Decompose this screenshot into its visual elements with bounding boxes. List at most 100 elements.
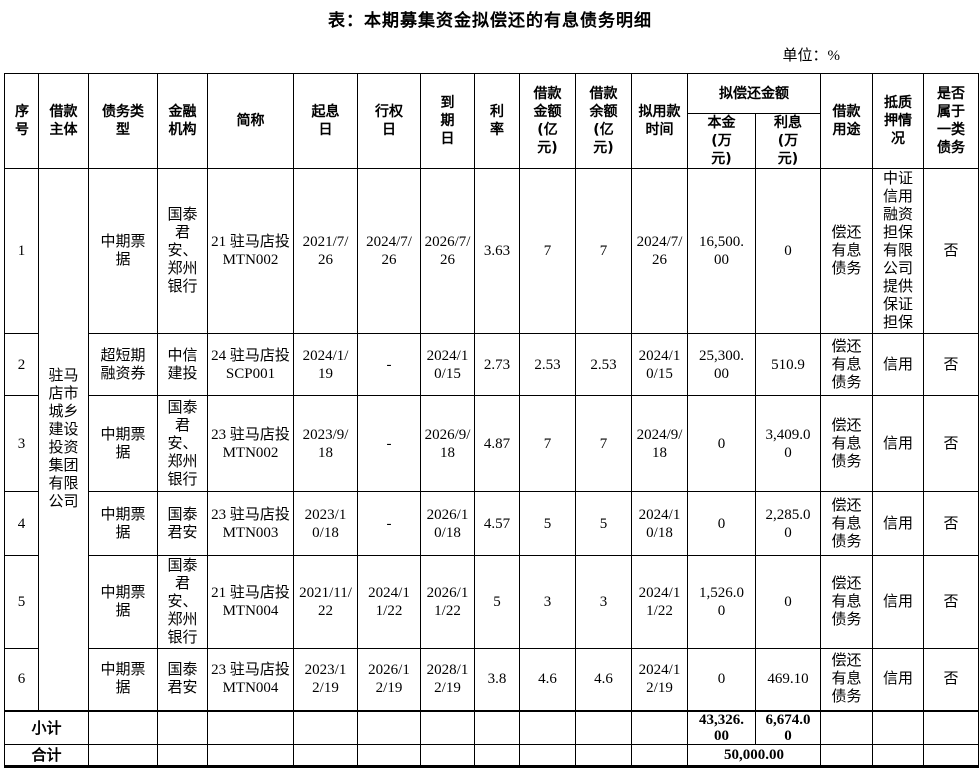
cell-is_class_one: 否 [923, 168, 979, 334]
cell-principal: 0 [687, 491, 756, 556]
empty-cell [157, 709, 208, 745]
cell-loan_balance: 5 [575, 491, 632, 556]
empty-cell [575, 709, 632, 745]
page-title: 表：本期募集资金拟偿还的有息债务明细 [328, 11, 652, 31]
table-row: 3 中期票据 国泰君安、郑州银行 23 驻马店投 MTN002 2023/9/18-20… [4, 395, 979, 492]
cell-planned_use_time: 2024/12/19 [631, 648, 688, 711]
empty-cell [293, 709, 358, 745]
cell-collateral: 信用 [872, 395, 924, 492]
empty-cell [357, 709, 421, 745]
cell-planned_use_time: 2024/10/15 [631, 333, 688, 396]
empty-cell [88, 743, 158, 768]
header-interest: 利息(万元) [755, 113, 821, 169]
cell-exercise_date: 2026/12/19 [357, 648, 421, 711]
table-row: 2 超短期融资券 中信建投 24 驻马店投 SCP001 2024/1/19-2024/… [4, 333, 979, 396]
empty-cell [923, 743, 979, 768]
header-loan_amount: 借款金额(亿元) [519, 73, 576, 169]
empty-cell [519, 743, 576, 768]
cell-purpose: 偿还有息债务 [820, 648, 873, 711]
cell-seq: 6 [4, 648, 39, 711]
header-purpose: 借款用途 [820, 73, 873, 169]
empty-cell [474, 743, 520, 768]
header-short_name: 简称 [207, 73, 294, 169]
empty-cell [157, 743, 208, 768]
cell-institution: 国泰君安、郑州银行 [157, 168, 208, 334]
cell-short_name: 23 驻马店投 MTN004 [207, 648, 294, 711]
empty-cell [293, 743, 358, 768]
table-row: 5 中期票据 国泰君安、郑州银行 21 驻马店投 MTN004 2021/11/22 20… [4, 555, 979, 649]
debt-table: 序号 借款主体 债务类型 金融机构 简称 起息日 行权日 到期日 利率 借款金额(亿元) 借款余额(… [4, 73, 979, 768]
cell-seq: 1 [4, 168, 39, 334]
cell-institution: 中信建投 [157, 333, 208, 396]
cell-collateral: 信用 [872, 555, 924, 649]
cell-planned_use_time: 2024/7/26 [631, 168, 688, 334]
header-institution: 金融机构 [157, 73, 208, 169]
cell-value_date: 2023/10/18 [293, 491, 358, 556]
cell-seq: 4 [4, 491, 39, 556]
cell-exercise_date: - [357, 491, 421, 556]
cell-loan_amount: 3 [519, 555, 576, 649]
cell-exercise_date: - [357, 333, 421, 396]
cell-loan_balance: 7 [575, 395, 632, 492]
cell-collateral: 中证信用融资担保有限公司提供保证担保 [872, 168, 924, 334]
cell-planned_use_time: 2024/9/18 [631, 395, 688, 492]
header-loan_balance: 借款余额(亿元) [575, 73, 632, 169]
header-seq: 序号 [4, 73, 39, 169]
table-row: 6 中期票据 国泰君安 23 驻马店投 MTN004 2023/12/19 2026/12… [4, 648, 979, 711]
cell-is_class_one: 否 [923, 395, 979, 492]
cell-principal: 25,300.00 [687, 333, 756, 396]
cell-is_class_one: 否 [923, 491, 979, 556]
cell-short_name: 24 驻马店投 SCP001 [207, 333, 294, 396]
cell-principal: 16,500.00 [687, 168, 756, 334]
cell-institution: 国泰君安、郑州银行 [157, 555, 208, 649]
empty-cell [872, 743, 924, 768]
cell-loan_amount: 2.53 [519, 333, 576, 396]
cell-interest: 510.9 [755, 333, 821, 396]
cell-purpose: 偿还有息债务 [820, 555, 873, 649]
empty-cell [820, 709, 873, 745]
total-amount: 50,000.00 [687, 743, 821, 768]
cell-purpose: 偿还有息债务 [820, 333, 873, 396]
cell-interest: 469.10 [755, 648, 821, 711]
cell-is_class_one: 否 [923, 648, 979, 711]
cell-interest: 0 [755, 555, 821, 649]
empty-cell [357, 743, 421, 768]
cell-debt_type: 中期票据 [88, 491, 158, 556]
cell-exercise_date: 2024/7/26 [357, 168, 421, 334]
subtotal-row: 小计 43,326.00 6,674.00 [4, 709, 979, 745]
cell-is_class_one: 否 [923, 333, 979, 396]
cell-purpose: 偿还有息债务 [820, 168, 873, 334]
cell-rate: 2.73 [474, 333, 520, 396]
cell-rate: 4.87 [474, 395, 520, 492]
cell-interest: 2,285.00 [755, 491, 821, 556]
cell-seq: 2 [4, 333, 39, 396]
cell-collateral: 信用 [872, 491, 924, 556]
header-repay-group: 拟偿还金额 [687, 73, 821, 114]
cell-planned_use_time: 2024/10/18 [631, 491, 688, 556]
cell-value_date: 2023/12/19 [293, 648, 358, 711]
cell-principal: 1,526.00 [687, 555, 756, 649]
subtotal-principal: 43,326.00 [687, 709, 756, 745]
empty-cell [872, 709, 924, 745]
subtotal-label: 小计 [4, 709, 89, 745]
cell-debt_type: 超短期融资券 [88, 333, 158, 396]
table-row: 1 驻马店市城乡建设投资集团有限公司 中期票据 国泰君安、郑州银行 21 驻马店投 MT… [4, 168, 979, 711]
cell-loan_balance: 2.53 [575, 333, 632, 396]
cell-collateral: 信用 [872, 333, 924, 396]
total-row: 合计 50,000.00 [4, 743, 979, 768]
header-value_date: 起息日 [293, 73, 358, 169]
cell-seq: 5 [4, 555, 39, 649]
table-row: 4 中期票据 国泰君安 23 驻马店投 MTN003 2023/10/18-2026/1… [4, 491, 979, 556]
cell-interest: 0 [755, 168, 821, 334]
cell-debt_type: 中期票据 [88, 555, 158, 649]
cell-loan_amount: 4.6 [519, 648, 576, 711]
header-maturity_date: 到期日 [420, 73, 475, 169]
cell-debt_type: 中期票据 [88, 395, 158, 492]
header-debt_type: 债务类型 [88, 73, 158, 169]
cell-debt_type: 中期票据 [88, 648, 158, 711]
empty-cell [820, 743, 873, 768]
cell-maturity_date: 2026/9/18 [420, 395, 475, 492]
cell-loan_balance: 4.6 [575, 648, 632, 711]
empty-cell [631, 709, 688, 745]
header-planned_use_time: 拟用款时间 [631, 73, 688, 169]
